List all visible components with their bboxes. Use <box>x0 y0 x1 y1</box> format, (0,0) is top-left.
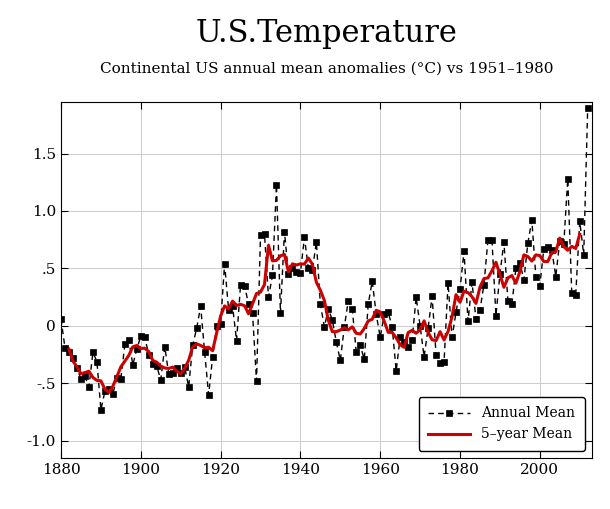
Annual Mean <box>392 367 400 374</box>
5–year Mean <box>472 300 479 306</box>
Annual Mean <box>93 358 101 364</box>
Line: 5–year Mean: 5–year Mean <box>69 234 580 392</box>
Annual Mean <box>568 290 575 296</box>
Line: Annual Mean: Annual Mean <box>58 105 590 413</box>
Annual Mean <box>409 336 416 343</box>
5–year Mean <box>337 327 344 333</box>
Annual Mean <box>97 407 104 413</box>
5–year Mean <box>209 348 217 354</box>
Text: Continental US annual mean anomalies (°C) vs 1951–1980: Continental US annual mean anomalies (°C… <box>99 62 553 76</box>
Annual Mean <box>57 316 65 322</box>
Annual Mean <box>425 325 432 331</box>
5–year Mean <box>65 346 73 352</box>
5–year Mean <box>516 269 523 275</box>
5–year Mean <box>373 307 380 314</box>
5–year Mean <box>105 389 112 395</box>
5–year Mean <box>576 231 583 237</box>
Text: U.S.Temperature: U.S.Temperature <box>195 18 458 48</box>
Annual Mean <box>556 238 564 244</box>
Annual Mean <box>584 104 591 110</box>
Legend: Annual Mean, 5–year Mean: Annual Mean, 5–year Mean <box>418 397 585 451</box>
5–year Mean <box>89 374 96 380</box>
